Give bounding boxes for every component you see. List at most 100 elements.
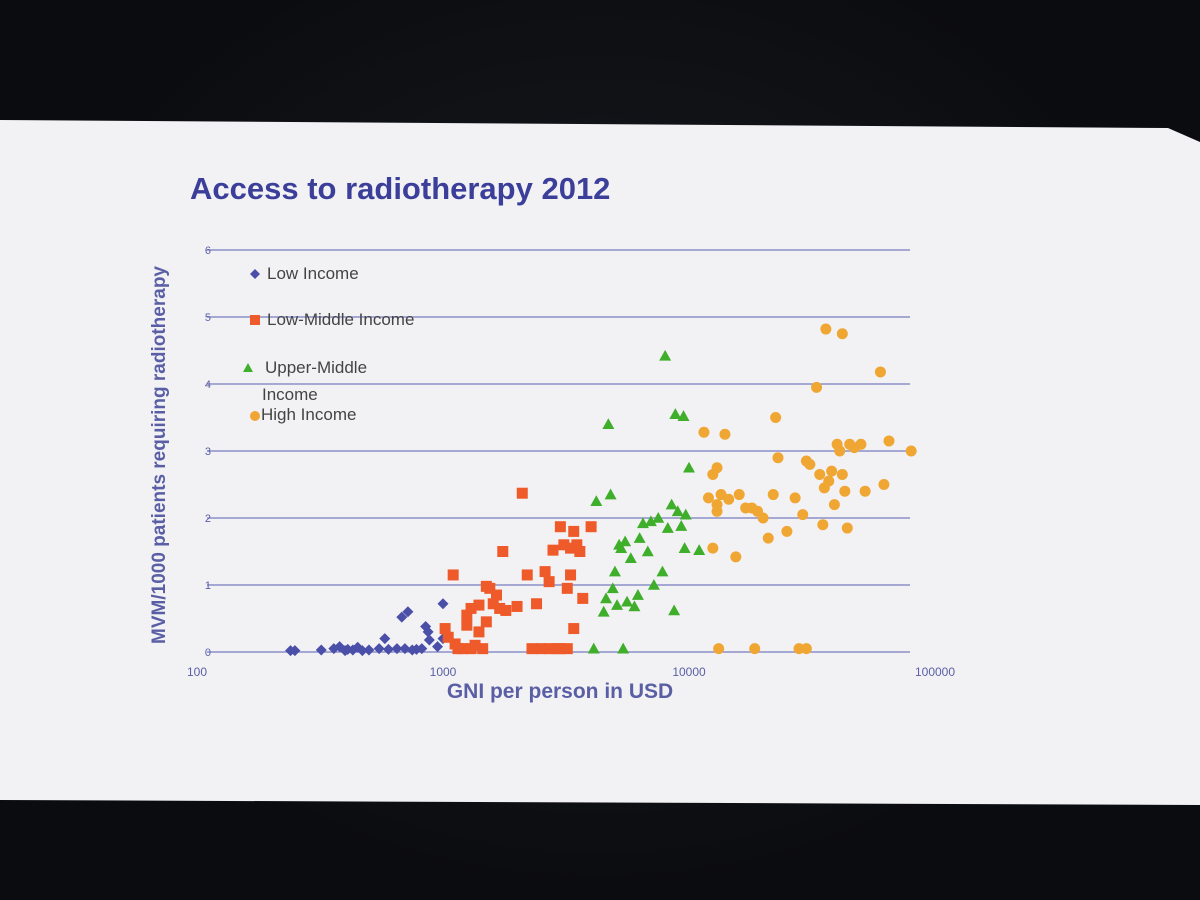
data-point — [561, 643, 573, 655]
data-point — [628, 600, 641, 612]
data-point — [839, 485, 851, 497]
legend-marker — [250, 411, 260, 421]
data-point — [379, 633, 391, 645]
data-point — [644, 515, 657, 527]
data-point — [363, 644, 375, 656]
data-point — [289, 645, 301, 657]
data-point — [828, 499, 840, 511]
data-point — [565, 542, 577, 554]
data-point — [817, 519, 829, 531]
data-point — [836, 468, 848, 480]
data-point — [836, 328, 848, 340]
data-point — [905, 445, 917, 457]
legend-label: Low Income — [267, 264, 359, 283]
data-point — [606, 582, 619, 594]
y-tick-label-2: 2 — [205, 513, 211, 525]
data-point — [521, 569, 533, 581]
data-point — [543, 643, 555, 655]
data-point — [491, 589, 503, 601]
legend-marker — [243, 363, 253, 372]
data-point — [382, 643, 394, 655]
data-point — [543, 576, 555, 588]
data-point — [770, 412, 782, 423]
data-point — [432, 641, 444, 653]
data-point — [547, 544, 559, 556]
data-point — [516, 487, 528, 499]
legend-label: Low-Middle Income — [267, 310, 414, 329]
data-point — [800, 643, 812, 655]
data-point — [423, 634, 435, 646]
y-axis-ticks: 0 1 2 3 4 5 6 — [205, 245, 211, 659]
data-point — [473, 599, 485, 611]
x-tick-label-100000: 100000 — [915, 665, 955, 679]
data-point — [416, 643, 428, 655]
data-point — [675, 520, 688, 531]
legend: Low Income Low-Middle Income Upper-Middle I… — [243, 264, 414, 424]
data-point — [661, 522, 674, 533]
data-point — [656, 565, 669, 577]
data-point — [602, 418, 615, 429]
data-point — [723, 493, 735, 505]
data-point — [577, 592, 589, 604]
data-point — [641, 545, 654, 557]
data-point — [668, 604, 681, 616]
data-point — [617, 642, 630, 654]
x-tick-label-100: 100 — [187, 665, 207, 679]
data-point — [554, 643, 566, 655]
legend-marker — [250, 315, 260, 325]
data-point — [439, 623, 451, 635]
data-point — [456, 643, 468, 655]
y-tick-label-4: 4 — [205, 379, 211, 391]
data-point — [600, 592, 613, 604]
y-tick-label-0: 0 — [205, 647, 211, 659]
data-point — [373, 643, 385, 655]
data-point — [702, 492, 714, 504]
x-tick-label-10000: 10000 — [672, 665, 706, 679]
data-point — [797, 509, 809, 521]
y-tick-label-1: 1 — [205, 580, 211, 592]
data-point — [487, 598, 499, 610]
data-point — [447, 569, 459, 581]
data-point — [597, 605, 610, 617]
data-point — [633, 532, 646, 543]
data-point — [531, 598, 543, 610]
data-point — [356, 645, 368, 657]
data-point — [396, 611, 408, 623]
data-point — [878, 479, 890, 490]
data-point — [500, 604, 512, 616]
legend-marker — [250, 269, 260, 279]
legend-label: High Income — [261, 405, 356, 424]
data-point — [730, 551, 742, 563]
series-high-income — [698, 323, 917, 655]
data-point — [558, 539, 570, 551]
legend-label: Upper-Middle — [265, 358, 367, 377]
data-point — [749, 643, 761, 655]
data-point — [811, 381, 823, 393]
data-point — [565, 569, 577, 581]
data-point — [461, 619, 473, 631]
y-axis-label: MVM/1000 patients requiring radiotherapy — [149, 266, 170, 644]
data-point — [707, 542, 719, 554]
data-point — [461, 609, 473, 621]
data-point — [671, 505, 684, 517]
data-point — [587, 642, 600, 654]
data-point — [391, 643, 403, 655]
data-point — [781, 525, 793, 537]
data-point — [814, 468, 826, 480]
data-point — [554, 521, 566, 533]
data-point — [437, 598, 449, 610]
data-point — [511, 600, 523, 612]
data-point — [683, 461, 695, 473]
x-tick-label-1000: 1000 — [430, 665, 457, 679]
data-point — [762, 532, 774, 544]
data-point — [585, 521, 597, 533]
legend-label: Income — [262, 385, 318, 404]
data-point — [820, 323, 832, 335]
data-point — [647, 579, 660, 590]
data-point — [713, 643, 725, 655]
data-point — [621, 595, 634, 607]
data-point — [465, 602, 477, 614]
data-point — [574, 546, 586, 557]
data-point — [711, 505, 723, 517]
data-point — [402, 606, 414, 618]
